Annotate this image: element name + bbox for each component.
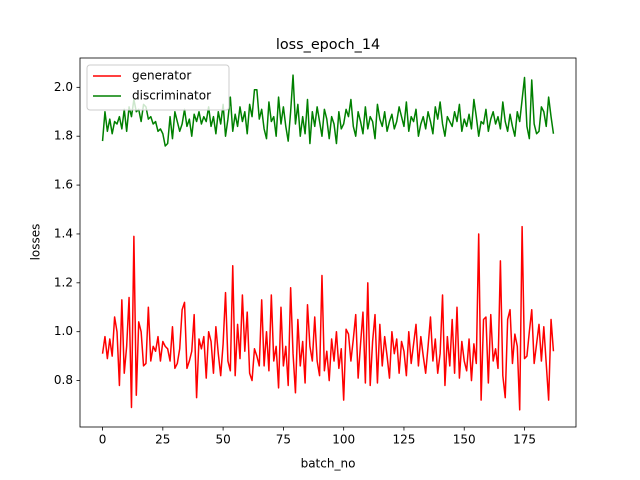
x-tick-label: 125 — [393, 433, 416, 447]
line-series — [101, 74, 555, 147]
y-axis-label: losses — [29, 224, 43, 261]
legend-label: generator — [132, 69, 191, 83]
y-tick-label: 1.8 — [54, 129, 73, 143]
x-tick-label: 100 — [332, 433, 355, 447]
x-tick-label: 0 — [99, 433, 107, 447]
line-series — [101, 225, 555, 411]
y-tick-label: 1.4 — [54, 226, 73, 240]
axes-frame — [79, 57, 577, 428]
legend-label: discriminator — [132, 89, 211, 103]
x-tick-label: 175 — [513, 433, 536, 447]
x-axis-label: batch_no — [301, 457, 356, 471]
x-tick-label: 150 — [453, 433, 476, 447]
y-tick-label: 2.0 — [54, 80, 73, 94]
y-tick-label: 1.2 — [54, 275, 73, 289]
x-tick-label: 50 — [215, 433, 230, 447]
legend-box — [86, 64, 230, 111]
x-tick-label: 75 — [276, 433, 291, 447]
y-tick-label: 0.8 — [54, 373, 73, 387]
chart-title: loss_epoch_14 — [276, 37, 380, 53]
y-tick-label: 1.6 — [54, 178, 73, 192]
x-tick-label: 25 — [155, 433, 170, 447]
y-tick-label: 1.0 — [54, 324, 73, 338]
